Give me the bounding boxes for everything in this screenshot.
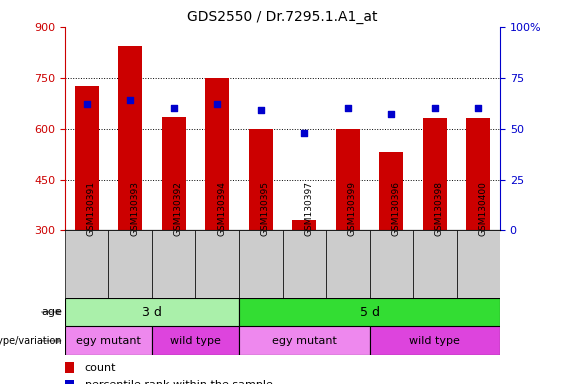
Text: GSM130391: GSM130391 bbox=[87, 181, 95, 236]
Bar bbox=[292, 220, 316, 230]
Point bbox=[430, 105, 439, 111]
Text: GSM130394: GSM130394 bbox=[217, 181, 226, 236]
Text: wild type: wild type bbox=[170, 336, 221, 346]
Text: percentile rank within the sample: percentile rank within the sample bbox=[85, 380, 273, 384]
Text: GSM130400: GSM130400 bbox=[478, 181, 487, 236]
Point bbox=[299, 130, 308, 136]
Bar bbox=[108, 230, 152, 298]
Text: genotype/variation: genotype/variation bbox=[0, 336, 62, 346]
Point bbox=[386, 111, 396, 118]
Title: GDS2550 / Dr.7295.1.A1_at: GDS2550 / Dr.7295.1.A1_at bbox=[187, 10, 378, 25]
Bar bbox=[423, 118, 447, 230]
Bar bbox=[65, 362, 75, 373]
Text: wild type: wild type bbox=[409, 336, 460, 346]
Text: GSM130398: GSM130398 bbox=[435, 181, 444, 236]
Text: GSM130399: GSM130399 bbox=[347, 181, 357, 236]
Text: 3 d: 3 d bbox=[142, 306, 162, 318]
Bar bbox=[65, 298, 239, 326]
Bar bbox=[379, 152, 403, 230]
Point bbox=[212, 101, 221, 107]
Bar bbox=[326, 230, 370, 298]
Bar bbox=[152, 230, 195, 298]
Text: count: count bbox=[85, 362, 116, 373]
Bar bbox=[370, 326, 500, 355]
Text: GSM130395: GSM130395 bbox=[261, 181, 270, 236]
Bar bbox=[205, 78, 229, 230]
Text: GSM130396: GSM130396 bbox=[391, 181, 400, 236]
Bar bbox=[195, 230, 239, 298]
Bar bbox=[118, 46, 142, 230]
Bar bbox=[65, 380, 75, 384]
Bar bbox=[336, 129, 360, 230]
Point bbox=[473, 105, 483, 111]
Bar bbox=[75, 86, 99, 230]
Text: egy mutant: egy mutant bbox=[272, 336, 337, 346]
Bar bbox=[239, 298, 500, 326]
Text: age: age bbox=[41, 307, 62, 317]
Text: GSM130393: GSM130393 bbox=[131, 181, 139, 236]
Text: GSM130397: GSM130397 bbox=[304, 181, 313, 236]
Bar bbox=[239, 230, 282, 298]
Point bbox=[256, 107, 265, 113]
Bar bbox=[370, 230, 413, 298]
Bar bbox=[162, 117, 186, 230]
Text: egy mutant: egy mutant bbox=[76, 336, 141, 346]
Bar bbox=[152, 326, 239, 355]
Bar bbox=[65, 326, 152, 355]
Point bbox=[125, 97, 134, 103]
Point bbox=[169, 105, 178, 111]
Bar bbox=[457, 230, 500, 298]
Bar bbox=[413, 230, 457, 298]
Point bbox=[82, 101, 92, 107]
Text: 5 d: 5 d bbox=[359, 306, 380, 318]
Bar bbox=[466, 118, 490, 230]
Bar bbox=[65, 230, 108, 298]
Bar bbox=[282, 230, 326, 298]
Text: GSM130392: GSM130392 bbox=[174, 181, 182, 236]
Bar bbox=[249, 129, 273, 230]
Point bbox=[343, 105, 352, 111]
Bar bbox=[239, 326, 370, 355]
